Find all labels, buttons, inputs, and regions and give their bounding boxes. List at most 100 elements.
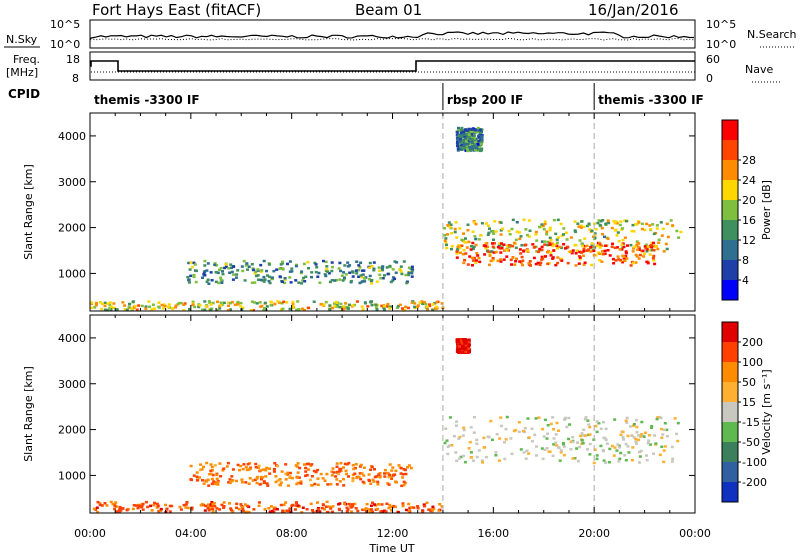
range-cell bbox=[622, 256, 626, 260]
range-cell bbox=[464, 344, 468, 347]
range-cell bbox=[221, 272, 225, 276]
range-cell bbox=[624, 254, 628, 258]
range-cell bbox=[365, 510, 368, 513]
range-cell bbox=[446, 452, 450, 456]
range-cell bbox=[366, 305, 370, 308]
range-cell bbox=[335, 465, 339, 468]
range-cell bbox=[273, 462, 277, 465]
range-cell bbox=[478, 260, 482, 264]
range-cell bbox=[301, 279, 305, 282]
range-cell bbox=[263, 301, 267, 305]
range-cell bbox=[218, 268, 221, 272]
range-cell bbox=[615, 246, 619, 249]
range-cell bbox=[357, 275, 361, 278]
range-cell bbox=[459, 148, 463, 151]
range-cell bbox=[562, 243, 566, 246]
range-cell bbox=[511, 218, 515, 222]
range-cell bbox=[493, 242, 496, 245]
range-cell bbox=[566, 261, 570, 265]
range-cell bbox=[462, 339, 466, 342]
range-cell bbox=[346, 508, 350, 511]
range-cell bbox=[253, 301, 256, 304]
range-cell bbox=[661, 227, 665, 231]
range-cell bbox=[256, 268, 260, 271]
range-cell bbox=[111, 502, 115, 506]
range-cell bbox=[198, 476, 202, 479]
range-cell bbox=[388, 503, 392, 507]
range-cell bbox=[458, 251, 462, 254]
range-cell bbox=[472, 137, 476, 140]
range-cell bbox=[303, 280, 307, 283]
range-cell bbox=[290, 267, 294, 270]
range-cell bbox=[307, 468, 310, 471]
range-cell bbox=[288, 476, 292, 479]
range-cell bbox=[443, 234, 447, 237]
range-cell bbox=[220, 281, 224, 284]
range-cell bbox=[157, 305, 161, 308]
range-cell bbox=[286, 262, 289, 266]
range-cell bbox=[361, 508, 365, 511]
range-cell bbox=[508, 233, 512, 236]
range-cell bbox=[521, 259, 525, 262]
range-cell bbox=[197, 305, 201, 309]
range-cell bbox=[386, 302, 390, 306]
range-cell bbox=[245, 468, 249, 472]
range-cell bbox=[658, 453, 662, 457]
range-cell bbox=[242, 463, 246, 466]
range-cell bbox=[573, 457, 577, 460]
range-cell bbox=[635, 425, 639, 429]
range-cell bbox=[219, 301, 223, 304]
range-cell bbox=[281, 510, 285, 513]
range-cell bbox=[313, 482, 317, 486]
range-cell bbox=[260, 269, 264, 272]
range-cell bbox=[551, 257, 555, 260]
range-cell bbox=[635, 243, 639, 247]
range-cell bbox=[192, 261, 196, 265]
range-cell bbox=[98, 503, 102, 507]
range-cell bbox=[470, 144, 474, 147]
range-cell bbox=[316, 275, 320, 278]
range-cell bbox=[535, 250, 539, 253]
range-cell bbox=[312, 300, 316, 303]
range-cell bbox=[575, 447, 579, 450]
range-cell bbox=[310, 475, 314, 478]
range-cell bbox=[643, 252, 646, 255]
range-cell bbox=[607, 461, 611, 464]
range-cell bbox=[366, 508, 370, 511]
range-cell bbox=[666, 235, 670, 239]
range-cell bbox=[377, 503, 381, 506]
range-cell bbox=[148, 305, 151, 308]
range-cell bbox=[491, 257, 495, 260]
range-cell bbox=[394, 271, 398, 274]
range-cell bbox=[637, 438, 641, 442]
range-cell bbox=[549, 422, 553, 426]
range-cell bbox=[296, 471, 300, 474]
range-cell bbox=[168, 510, 172, 513]
range-cell bbox=[582, 263, 586, 266]
range-cell bbox=[333, 305, 337, 308]
range-cell bbox=[458, 343, 462, 346]
range-cell bbox=[371, 501, 374, 504]
range-cell bbox=[463, 142, 467, 145]
range-cell bbox=[635, 240, 639, 243]
range-cell bbox=[399, 472, 403, 475]
range-cell bbox=[421, 510, 425, 513]
range-cell bbox=[356, 509, 360, 513]
range-cell bbox=[222, 506, 226, 509]
range-cell bbox=[589, 250, 593, 253]
range-cell bbox=[189, 478, 193, 481]
range-cell bbox=[200, 468, 204, 471]
range-cell bbox=[593, 232, 597, 235]
range-cell bbox=[404, 305, 408, 309]
range-cell bbox=[235, 273, 239, 276]
range-cell bbox=[369, 482, 373, 485]
range-cell bbox=[207, 484, 211, 487]
range-cell bbox=[580, 220, 584, 223]
range-cell bbox=[289, 281, 293, 284]
range-cell bbox=[537, 416, 541, 419]
range-cell bbox=[634, 223, 638, 226]
range-cell bbox=[547, 262, 551, 265]
range-cell bbox=[610, 444, 614, 448]
range-cell bbox=[344, 469, 348, 473]
range-cell bbox=[372, 269, 376, 272]
